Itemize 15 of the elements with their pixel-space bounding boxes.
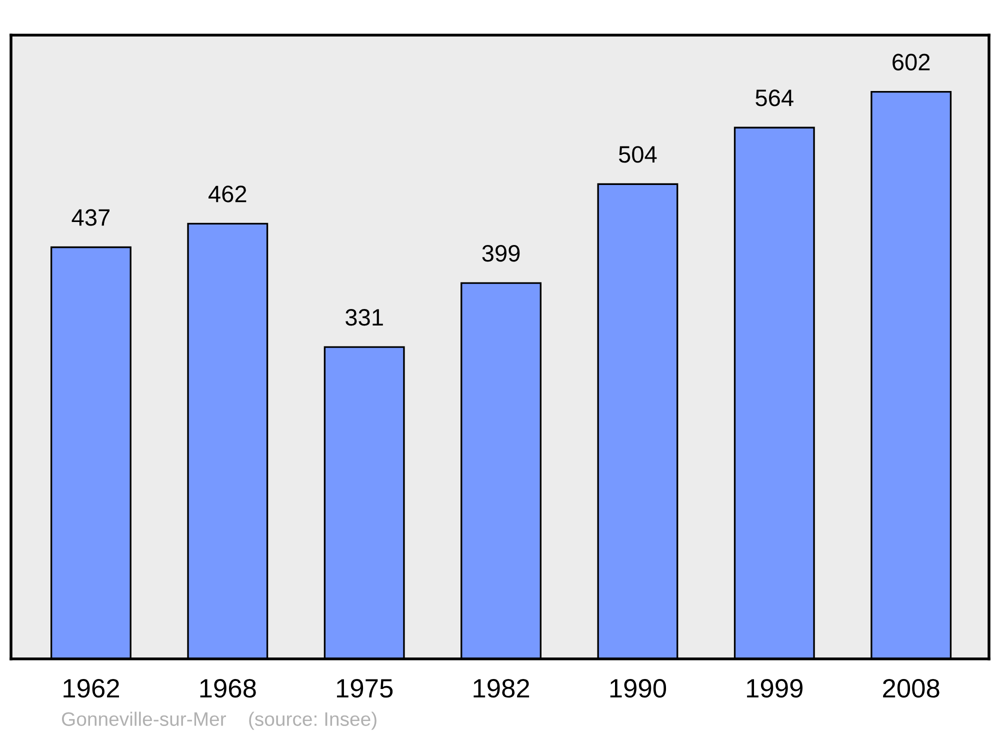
data-label: 602 (892, 54, 930, 70)
x-tick-label: 1982 (474, 678, 530, 698)
text: Gonneville-sur-Mer (source: Insee) (62, 712, 376, 730)
data-label: 462 (208, 186, 246, 202)
x-tick-label: 1975 (337, 678, 393, 698)
x-tick-label: 1990 (610, 678, 666, 698)
data-label: 564 (756, 90, 794, 106)
x-tick-label: 2008 (883, 678, 940, 698)
x-tick-label: 1962 (64, 678, 119, 698)
x-tick-label: 1999 (747, 678, 803, 698)
data-label: 437 (72, 209, 110, 226)
data-label: 504 (618, 146, 657, 163)
data-label: 331 (346, 309, 383, 326)
data-label: 399 (482, 244, 520, 262)
x-tick-label: 1968 (200, 678, 256, 698)
